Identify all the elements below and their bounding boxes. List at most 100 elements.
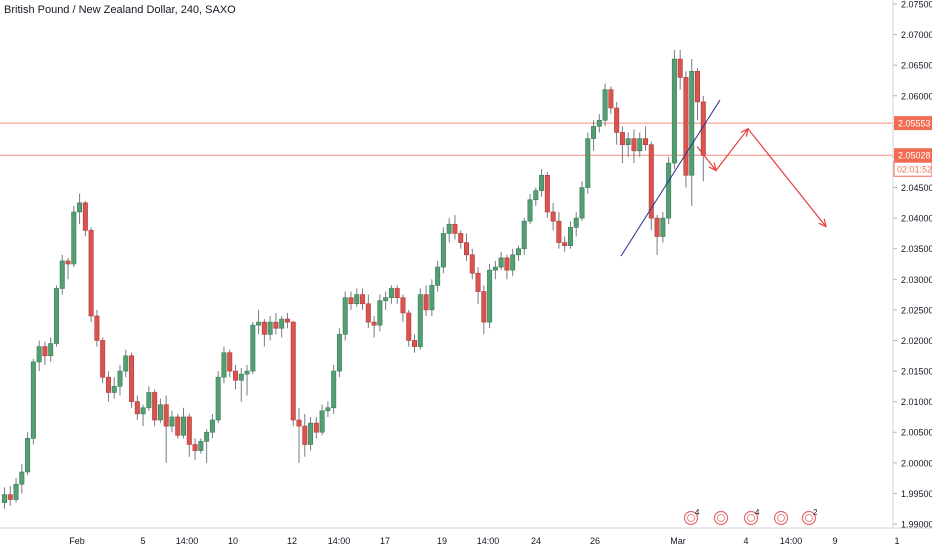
candle[interactable] bbox=[435, 260, 441, 292]
candle[interactable] bbox=[279, 316, 285, 338]
candle[interactable] bbox=[30, 358, 36, 445]
candle[interactable] bbox=[157, 398, 163, 424]
candle[interactable] bbox=[562, 236, 568, 252]
forecast-path[interactable] bbox=[696, 127, 827, 228]
candle[interactable] bbox=[654, 215, 660, 255]
candle[interactable] bbox=[146, 386, 152, 411]
candle[interactable] bbox=[463, 233, 469, 261]
candle[interactable] bbox=[556, 212, 562, 249]
candle[interactable] bbox=[360, 288, 366, 310]
candle[interactable] bbox=[365, 294, 371, 329]
candle[interactable] bbox=[198, 438, 204, 454]
candle[interactable] bbox=[111, 377, 117, 399]
candle[interactable] bbox=[475, 267, 481, 304]
candle[interactable] bbox=[42, 341, 48, 365]
candle[interactable] bbox=[221, 346, 227, 384]
candle[interactable] bbox=[342, 291, 348, 341]
candle[interactable] bbox=[250, 322, 256, 375]
candle[interactable] bbox=[377, 294, 383, 332]
candle[interactable] bbox=[417, 288, 423, 350]
candle[interactable] bbox=[498, 251, 504, 271]
candle[interactable] bbox=[152, 389, 158, 427]
candle[interactable] bbox=[65, 257, 71, 280]
candle[interactable] bbox=[515, 245, 521, 261]
candle[interactable] bbox=[619, 126, 625, 164]
candle[interactable] bbox=[319, 404, 325, 436]
candle[interactable] bbox=[689, 59, 695, 206]
candle[interactable] bbox=[637, 132, 643, 157]
candle[interactable] bbox=[117, 364, 123, 396]
candle[interactable] bbox=[105, 371, 111, 402]
candle[interactable] bbox=[204, 429, 210, 463]
candle[interactable] bbox=[354, 288, 360, 307]
candle[interactable] bbox=[296, 407, 302, 463]
candle[interactable] bbox=[238, 368, 244, 402]
candle[interactable] bbox=[100, 337, 106, 384]
candle[interactable] bbox=[71, 205, 77, 268]
candle[interactable] bbox=[94, 309, 100, 347]
candle[interactable] bbox=[181, 407, 187, 439]
candle[interactable] bbox=[256, 309, 262, 335]
candle[interactable] bbox=[683, 71, 689, 188]
candle[interactable] bbox=[423, 285, 429, 316]
candle[interactable] bbox=[550, 202, 556, 231]
candle[interactable] bbox=[406, 309, 412, 347]
candle[interactable] bbox=[504, 254, 510, 280]
candle[interactable] bbox=[175, 413, 181, 439]
candle[interactable] bbox=[388, 285, 394, 304]
candle[interactable] bbox=[313, 416, 319, 439]
candle[interactable] bbox=[527, 193, 533, 225]
event-flag-icon[interactable] bbox=[773, 510, 789, 526]
candle[interactable] bbox=[261, 319, 267, 347]
candle[interactable] bbox=[36, 340, 42, 372]
candle[interactable] bbox=[88, 227, 94, 323]
candle[interactable] bbox=[579, 181, 585, 222]
event-flag-icon[interactable]: 4 bbox=[683, 508, 701, 526]
candle[interactable] bbox=[308, 416, 314, 451]
candle[interactable] bbox=[59, 254, 65, 295]
candle[interactable] bbox=[591, 120, 597, 151]
candle[interactable] bbox=[325, 401, 331, 417]
price-axis[interactable]: 2.075002.070002.065002.060002.055002.050… bbox=[892, 0, 932, 530]
candle[interactable] bbox=[694, 68, 700, 121]
candle[interactable] bbox=[614, 101, 620, 145]
candle[interactable] bbox=[336, 328, 342, 378]
event-flag-icon[interactable]: 4 bbox=[743, 508, 761, 526]
candle[interactable] bbox=[19, 464, 25, 494]
candle[interactable] bbox=[273, 312, 279, 335]
candle[interactable] bbox=[412, 334, 418, 353]
candle[interactable] bbox=[48, 337, 54, 362]
candle[interactable] bbox=[671, 49, 677, 170]
candle[interactable] bbox=[140, 404, 146, 427]
candle[interactable] bbox=[215, 371, 221, 424]
candle[interactable] bbox=[648, 141, 654, 231]
candle[interactable] bbox=[596, 114, 602, 133]
event-flag-icon[interactable]: 2 bbox=[801, 508, 819, 526]
candle[interactable] bbox=[700, 95, 706, 182]
candle[interactable] bbox=[290, 320, 296, 427]
candle[interactable] bbox=[331, 364, 337, 414]
candle[interactable] bbox=[660, 212, 666, 243]
candle[interactable] bbox=[533, 187, 539, 206]
candle[interactable] bbox=[53, 285, 59, 347]
candle[interactable] bbox=[129, 352, 135, 408]
candle[interactable] bbox=[510, 248, 516, 277]
trendline[interactable] bbox=[620, 99, 721, 257]
candle[interactable] bbox=[82, 200, 88, 237]
candle[interactable] bbox=[400, 294, 406, 323]
candle[interactable] bbox=[284, 312, 290, 329]
candle[interactable] bbox=[244, 364, 250, 396]
candle[interactable] bbox=[567, 221, 573, 249]
candle[interactable] bbox=[394, 285, 400, 304]
candle[interactable] bbox=[481, 285, 487, 335]
candle[interactable] bbox=[25, 432, 31, 476]
candle[interactable] bbox=[77, 193, 83, 225]
candle[interactable] bbox=[169, 410, 175, 433]
candle[interactable] bbox=[469, 248, 475, 280]
candle[interactable] bbox=[123, 349, 129, 378]
candle[interactable] bbox=[631, 129, 637, 164]
candle[interactable] bbox=[7, 486, 13, 506]
candle[interactable] bbox=[383, 291, 389, 310]
candle[interactable] bbox=[585, 132, 591, 194]
